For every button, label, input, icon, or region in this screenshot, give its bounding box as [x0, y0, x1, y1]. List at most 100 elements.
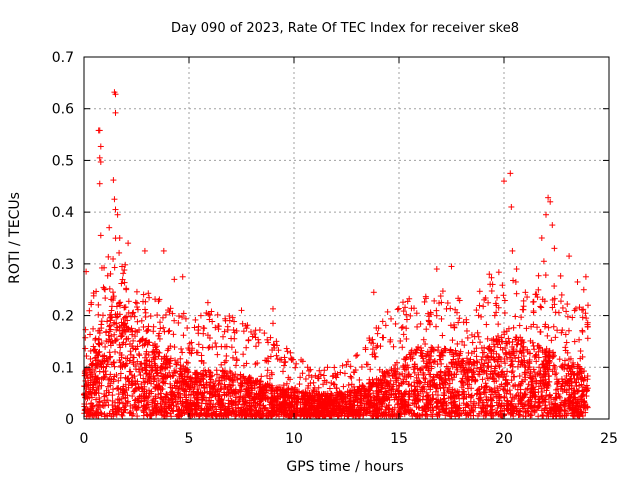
data-point — [240, 351, 247, 358]
data-point — [116, 249, 123, 256]
data-point — [150, 328, 157, 335]
data-point — [571, 307, 578, 314]
data-point — [538, 235, 545, 241]
data-point — [493, 309, 500, 316]
data-point — [558, 291, 565, 298]
data-point — [266, 375, 273, 382]
x-tick-label: 5 — [185, 431, 194, 447]
data-point — [223, 352, 230, 359]
data-point — [420, 358, 427, 365]
data-point — [536, 364, 543, 371]
data-point — [110, 359, 117, 366]
data-point — [394, 306, 401, 313]
data-point — [584, 335, 591, 342]
data-point — [463, 327, 470, 334]
data-point — [551, 301, 558, 308]
data-point — [102, 295, 109, 302]
data-point — [476, 302, 483, 309]
data-point — [393, 379, 400, 386]
data-point — [433, 307, 440, 314]
data-point — [507, 170, 514, 177]
data-point — [122, 399, 129, 406]
data-point — [356, 376, 363, 383]
chart-title: Day 090 of 2023, Rate Of TEC Index for r… — [171, 21, 519, 36]
data-point — [297, 374, 304, 381]
y-tick-label: 0.7 — [52, 50, 74, 66]
data-point — [566, 253, 573, 260]
data-point — [414, 323, 421, 330]
data-point — [158, 412, 165, 419]
data-point — [510, 324, 517, 331]
data-point — [112, 348, 119, 355]
data-point — [402, 304, 409, 311]
data-point — [170, 331, 177, 338]
data-point — [524, 294, 531, 301]
data-point — [559, 327, 566, 334]
data-point — [369, 336, 376, 343]
data-point — [212, 340, 219, 347]
y-tick-label: 0.5 — [52, 153, 74, 169]
data-point — [135, 351, 142, 358]
data-point — [406, 295, 413, 302]
x-tick-label: 10 — [285, 431, 303, 447]
data-point — [501, 394, 508, 401]
data-point — [556, 356, 563, 363]
data-point — [284, 348, 291, 355]
data-point — [474, 329, 481, 336]
data-point — [554, 327, 561, 334]
data-point — [444, 300, 451, 307]
data-point — [109, 289, 116, 296]
data-point — [516, 322, 523, 329]
data-point — [204, 299, 211, 306]
data-point — [425, 317, 432, 324]
data-point — [158, 390, 165, 397]
data-point — [479, 376, 486, 383]
data-point — [495, 269, 502, 276]
data-point — [105, 376, 112, 383]
data-point — [452, 347, 459, 354]
data-point — [177, 355, 184, 362]
data-point — [152, 296, 159, 303]
data-point — [264, 336, 271, 343]
data-point — [180, 332, 187, 339]
data-point — [507, 391, 514, 398]
x-tick-labels: 0 5 10 15 20 25 — [80, 431, 618, 447]
data-point — [478, 356, 485, 363]
data-point — [125, 298, 132, 305]
data-point — [232, 362, 239, 369]
data-point — [433, 266, 440, 273]
data-point — [240, 362, 247, 369]
data-point — [413, 374, 420, 381]
data-point — [543, 211, 549, 218]
data-point — [200, 324, 207, 331]
data-point — [113, 326, 120, 333]
data-point — [209, 318, 216, 325]
data-point — [118, 280, 125, 287]
data-point — [106, 224, 113, 231]
data-points — [81, 89, 591, 420]
data-point — [348, 374, 355, 381]
data-point — [512, 313, 519, 320]
data-point — [98, 382, 105, 389]
data-point — [582, 409, 589, 416]
data-point — [400, 299, 407, 306]
data-point — [199, 344, 206, 351]
data-point — [348, 381, 355, 388]
data-point — [444, 386, 451, 393]
data-point — [442, 371, 449, 378]
data-point — [476, 396, 483, 403]
data-point — [370, 289, 377, 296]
y-tick-label: 0 — [65, 412, 74, 428]
y-tick-label: 0.4 — [52, 205, 74, 221]
data-point — [345, 358, 352, 365]
data-point — [432, 388, 439, 395]
data-point — [420, 336, 427, 343]
data-point — [106, 322, 113, 329]
data-point — [270, 341, 277, 348]
x-tick-label: 20 — [495, 431, 513, 447]
data-point — [281, 362, 288, 369]
data-point — [134, 303, 141, 310]
data-point — [175, 313, 182, 320]
data-point — [96, 348, 103, 355]
data-point — [110, 255, 117, 262]
